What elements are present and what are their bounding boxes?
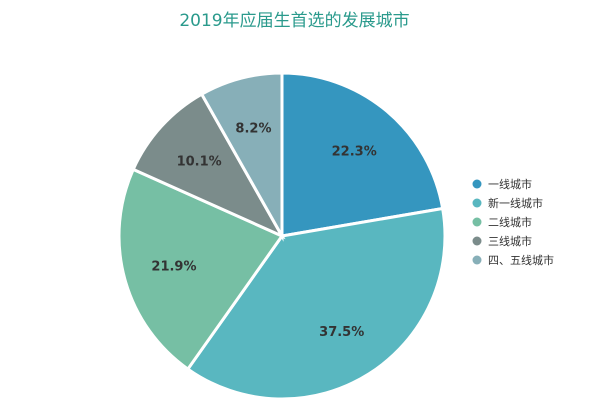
pie-slice-tier1 xyxy=(280,71,445,238)
pie-slice-new-tier1 xyxy=(185,206,447,401)
pie-labels: 22.3% 37.5% 21.9% 10.1% 8.2% xyxy=(151,122,376,340)
slice-label-tier4-5: 8.2% xyxy=(235,122,271,137)
pie-slice-tier3 xyxy=(131,92,286,240)
legend-marker-tier3 xyxy=(472,236,482,246)
legend-label-new-tier1: 新一线城市 xyxy=(488,196,543,210)
legend-marker-tier4-5 xyxy=(472,255,482,265)
slice-label-new-tier1: 37.5% xyxy=(319,325,364,340)
legend-marker-tier1 xyxy=(472,179,482,189)
legend-marker-new-tier1 xyxy=(472,198,482,208)
pie-slices xyxy=(117,71,447,401)
pie-slice-tier4-5 xyxy=(199,71,284,242)
legend-label-tier4-5: 四、五线城市 xyxy=(488,253,554,267)
legend-label-tier2: 二线城市 xyxy=(488,215,532,229)
slice-label-tier1: 22.3% xyxy=(332,144,377,159)
legend-label-tier1: 一线城市 xyxy=(488,177,532,191)
chart-title: 2019年应届生首选的发展城市 xyxy=(179,11,410,31)
slice-label-tier2: 21.9% xyxy=(151,260,196,275)
legend-label-tier3: 三线城市 xyxy=(488,234,532,248)
legend-marker-tier2 xyxy=(472,217,482,227)
slice-label-tier3: 10.1% xyxy=(177,155,222,170)
